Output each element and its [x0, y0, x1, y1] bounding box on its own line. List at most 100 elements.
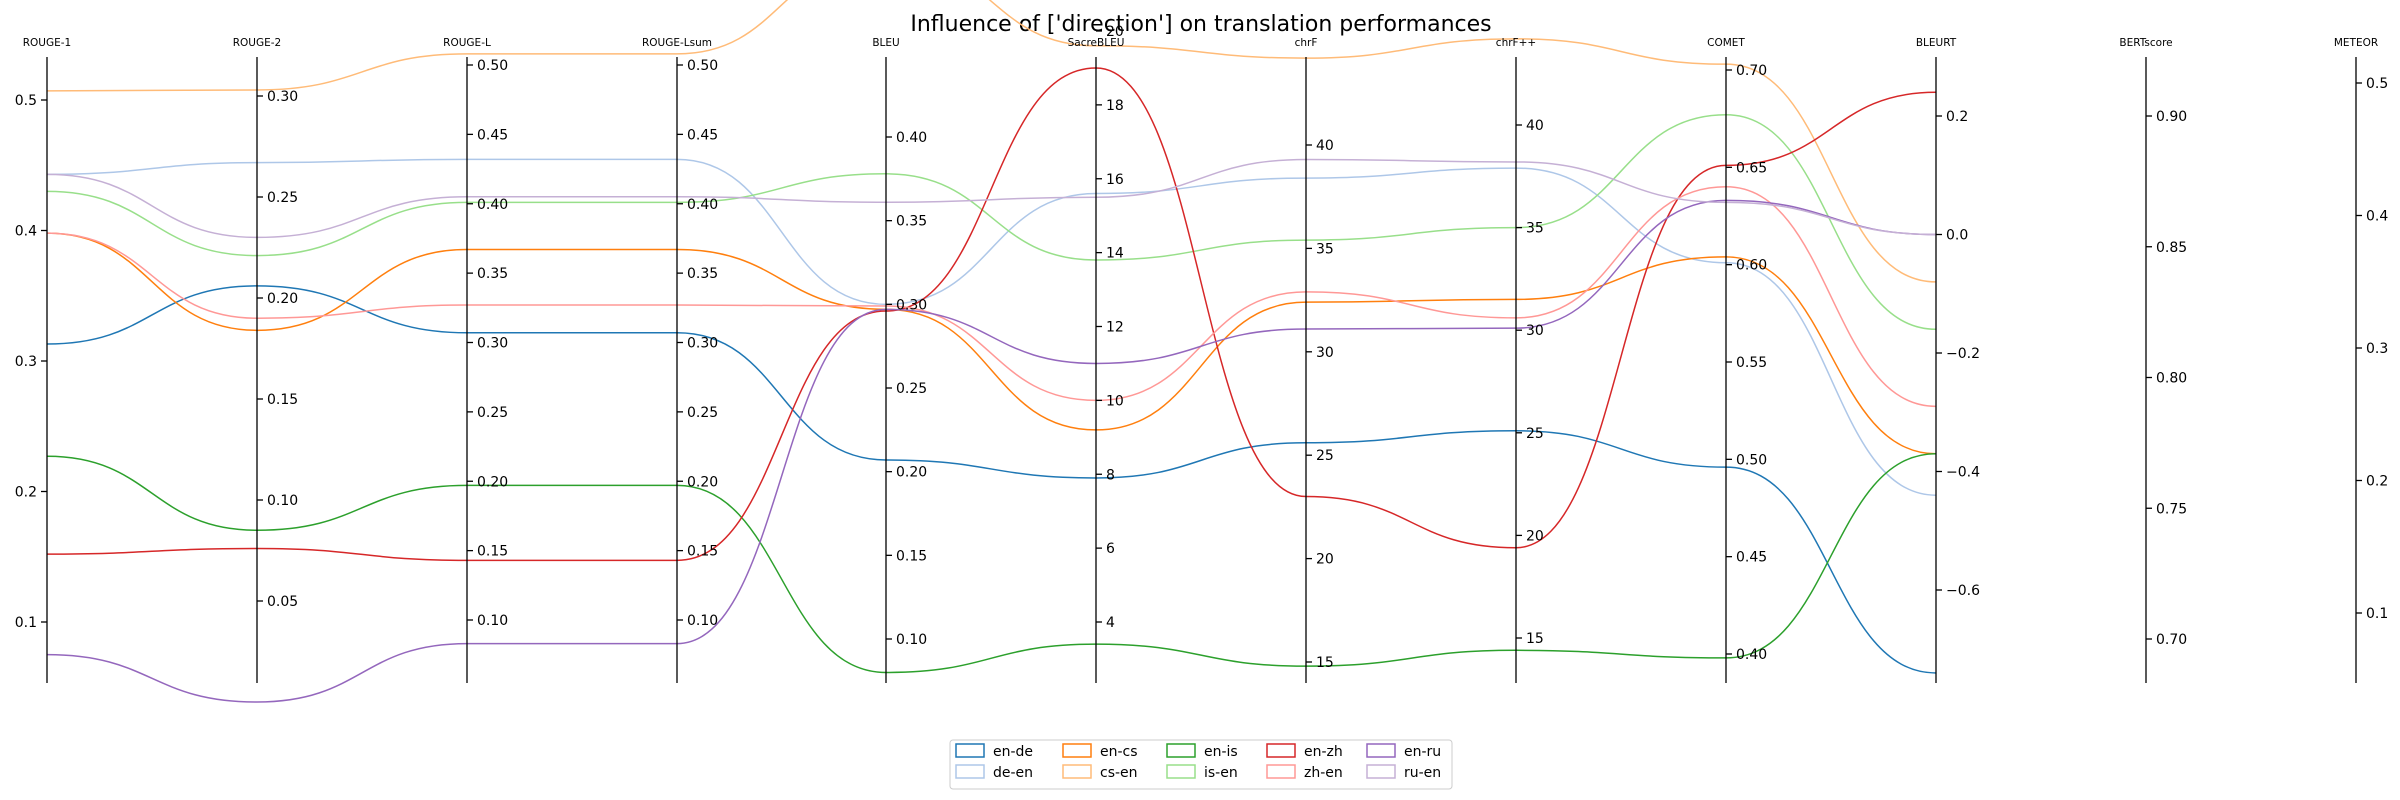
series-line-en-zh: [46, 67, 1937, 562]
tick-label: 20: [1526, 528, 1544, 544]
axis-rouge-2: ROUGE-2 0.05 0.10 0.15 0.20 0.25 0.30: [233, 37, 298, 683]
legend-item-en-zh: en-zh: [1266, 743, 1343, 760]
tick-label: 25: [1526, 426, 1544, 442]
tick-label: 0.05: [267, 594, 298, 610]
legend-swatch: [955, 743, 985, 758]
axis-name: chrF++: [1496, 37, 1536, 49]
tick-label: 0.10: [477, 613, 508, 629]
axis-rouge-lsum: ROUGE-Lsum 0.10 0.15 0.20 0.25 0.30 0.35 0.40 0.…: [642, 37, 718, 683]
tick-label: 0.10: [267, 493, 298, 509]
tick-label: 18: [1106, 98, 1124, 114]
tick-label: 0.35: [687, 266, 718, 282]
tick-label: 0.15: [896, 548, 927, 564]
tick-label: 14: [1106, 246, 1124, 262]
tick-label: 30: [1316, 345, 1334, 361]
legend-label: cs-en: [1100, 765, 1138, 781]
tick-label: 0.40: [687, 197, 718, 213]
tick-label: 0.2: [2366, 474, 2388, 490]
axis-bleu: BLEU 0.10 0.15 0.20 0.25 0.30 0.35 0.40: [872, 37, 927, 683]
axis-name: ROUGE-L: [443, 37, 491, 49]
axis-name: ROUGE-Lsum: [642, 37, 712, 49]
tick-label: 8: [1106, 467, 1115, 483]
axis-chrf: chrF 15 20 25 30 35 40: [1295, 37, 1334, 683]
series-line-en-cs: [46, 232, 1937, 455]
tick-label: 6: [1106, 541, 1115, 557]
legend-swatch: [1062, 743, 1092, 758]
series-line-en-is: [46, 452, 1937, 674]
tick-label: 0.45: [687, 127, 718, 143]
legend-label: zh-en: [1304, 765, 1343, 781]
tick-label: 0.50: [1736, 452, 1767, 468]
tick-label: 25: [1316, 448, 1334, 464]
tick-label: 0.45: [477, 127, 508, 143]
tick-label: 0.35: [896, 214, 927, 230]
tick-label: 0.20: [687, 474, 718, 490]
tick-label: 0.2: [1946, 109, 1968, 125]
legend-item-en-ru: en-ru: [1366, 743, 1441, 760]
tick-label: 0.70: [2156, 632, 2187, 648]
tick-label: 0.1: [2366, 606, 2388, 622]
legend-swatch: [1266, 764, 1296, 779]
tick-label: 20: [1106, 24, 1124, 40]
tick-label: 0.40: [477, 197, 508, 213]
legend-label: en-zh: [1304, 744, 1343, 760]
tick-label: 0.50: [477, 58, 508, 74]
tick-label: 0.2: [15, 485, 37, 501]
tick-label: 0.20: [477, 474, 508, 490]
legend-item-is-en: is-en: [1166, 764, 1238, 781]
tick-label: 0.30: [687, 336, 718, 352]
tick-label: 0.40: [896, 130, 927, 146]
tick-label: 0.5: [15, 93, 37, 109]
tick-label: 0.50: [687, 58, 718, 74]
tick-label: 30: [1526, 323, 1544, 339]
axis-rouge-l: ROUGE-L 0.10 0.15 0.20 0.25 0.30 0.35 0.40 0.45 0…: [443, 37, 508, 683]
legend-item-cs-en: cs-en: [1062, 764, 1138, 781]
tick-label: 0.85: [2156, 240, 2187, 256]
tick-label: 0.4: [15, 224, 37, 240]
tick-label: 0.15: [687, 544, 718, 560]
axis-name: ROUGE-1: [23, 37, 72, 49]
axis-name: COMET: [1707, 37, 1745, 49]
tick-label: 0.5: [2366, 76, 2388, 92]
axis-name: chrF: [1295, 37, 1318, 49]
legend-swatch: [1366, 743, 1396, 758]
tick-label: 0.25: [896, 381, 927, 397]
tick-label: 0.65: [1736, 160, 1767, 176]
legend-label: en-ru: [1404, 744, 1441, 760]
legend-swatch: [955, 764, 985, 779]
tick-label: 0.30: [896, 297, 927, 313]
tick-label: 35: [1526, 221, 1544, 237]
axis-name: ROUGE-2: [233, 37, 282, 49]
series-line-is-en: [46, 114, 1937, 331]
tick-label: 0.25: [267, 190, 298, 206]
tick-label: 20: [1316, 552, 1334, 568]
tick-label: 0.3: [15, 354, 37, 370]
legend-label: de-en: [993, 765, 1033, 781]
axis-meteor: METEOR 0.1 0.2 0.3 0.4 0.5: [2334, 37, 2388, 683]
legend-label: en-de: [993, 744, 1033, 760]
legend-swatch: [1166, 743, 1196, 758]
tick-label: 0.25: [687, 405, 718, 421]
chart-title: Influence of ['direction'] on translatio…: [910, 12, 1491, 37]
tick-label: 16: [1106, 172, 1124, 188]
tick-label: −0.2: [1946, 346, 1980, 362]
legend-label: en-cs: [1100, 744, 1138, 760]
legend-item-de-en: de-en: [955, 764, 1033, 781]
tick-label: 12: [1106, 320, 1124, 336]
legend-swatch: [1366, 764, 1396, 779]
series-line-en-de: [46, 285, 1937, 674]
tick-label: 0.20: [267, 291, 298, 307]
tick-label: 0.35: [477, 266, 508, 282]
tick-label: 0.30: [477, 336, 508, 352]
legend-label: is-en: [1204, 765, 1238, 781]
axis-name: BLEU: [872, 37, 899, 49]
tick-label: −0.6: [1946, 583, 1980, 599]
legend-item-en-cs: en-cs: [1062, 743, 1138, 760]
tick-label: 10: [1106, 393, 1124, 409]
tick-label: 0.3: [2366, 341, 2388, 357]
legend-swatch: [1062, 764, 1092, 779]
legend-item-en-de: en-de: [955, 743, 1033, 760]
legend-swatch: [1166, 764, 1196, 779]
axis-name: BERTscore: [2119, 37, 2172, 49]
